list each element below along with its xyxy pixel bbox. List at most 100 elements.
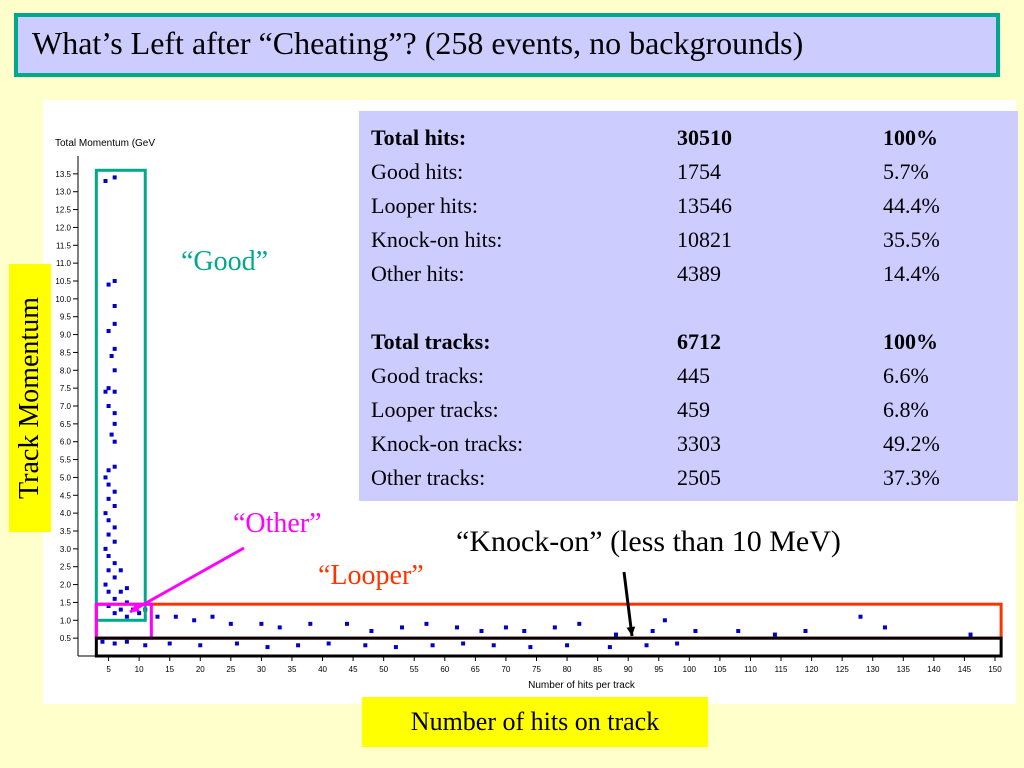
data-point — [103, 389, 108, 394]
stats-percent: 6.6% — [883, 363, 929, 388]
data-point — [112, 464, 117, 469]
data-point — [103, 475, 108, 480]
x-tick-label: 75 — [532, 665, 541, 674]
stats-row: Looper hits: 13546 44.4% — [371, 189, 940, 223]
stats-spacer — [371, 291, 940, 325]
stats-label: Other tracks: — [371, 465, 486, 490]
data-point — [613, 632, 618, 637]
stats-row: Other tracks: 2505 37.3% — [371, 461, 940, 495]
data-point — [112, 561, 117, 566]
y-axis-caption-text: Track Momentum — [14, 297, 45, 499]
x-tick-label: 70 — [501, 665, 510, 674]
data-point — [173, 614, 178, 619]
y-tick-label: 5.0 — [60, 473, 72, 482]
data-point — [143, 643, 148, 648]
stats-count: 1754 — [677, 159, 721, 184]
data-point — [124, 586, 129, 591]
stats-label: Other hits: — [371, 261, 465, 286]
data-point — [296, 643, 301, 648]
stats-percent: 6.8% — [883, 397, 929, 422]
data-point — [228, 621, 233, 626]
x-tick-label: 130 — [866, 665, 880, 674]
data-point — [577, 621, 582, 626]
data-point — [400, 625, 405, 630]
data-point — [882, 625, 887, 630]
stats-count: 459 — [677, 397, 710, 422]
annotation-good: “Good” — [181, 246, 269, 277]
data-point — [858, 614, 863, 619]
x-tick-label: 140 — [927, 665, 941, 674]
y-tick-label: 2.5 — [60, 563, 72, 572]
data-point — [112, 346, 117, 351]
x-tick-label: 15 — [165, 665, 174, 674]
stats-row: Knock-on tracks: 3303 49.2% — [371, 427, 940, 461]
data-point — [103, 179, 108, 183]
y-tick-label: 9.0 — [60, 331, 72, 340]
x-tick-label: 100 — [683, 665, 697, 674]
data-point — [106, 329, 111, 333]
data-point — [112, 489, 117, 494]
data-point — [198, 643, 203, 648]
x-tick-label: 65 — [471, 665, 480, 674]
stats-count: 3303 — [677, 431, 721, 456]
data-point — [522, 629, 527, 633]
x-tick-label: 30 — [257, 665, 266, 674]
y-tick-label: 7.5 — [60, 384, 72, 393]
stats-percent: 100% — [883, 329, 938, 354]
data-point — [167, 641, 172, 646]
x-tick-label: 10 — [135, 665, 144, 674]
y-tick-label: 3.0 — [60, 545, 72, 554]
data-point — [112, 504, 117, 508]
stats-table: Total hits: 30510 100% Good hits: 1754 5.7% Lo… — [371, 121, 940, 495]
data-point — [650, 629, 655, 633]
x-axis-caption: Number of hits on track — [362, 697, 708, 747]
y-tick-label: 0.5 — [60, 634, 72, 643]
y-tick-label: 1.5 — [60, 598, 72, 607]
y-tick-label: 2.0 — [60, 581, 72, 590]
y-axis-label: Total Momentum (GeV — [55, 138, 155, 149]
data-point — [103, 546, 108, 551]
data-point — [112, 596, 117, 601]
stats-percent: 5.7% — [883, 159, 929, 184]
data-point — [106, 568, 111, 573]
stats-percent: 14.4% — [883, 261, 940, 286]
y-tick-label: 12.0 — [55, 223, 71, 232]
data-point — [106, 386, 111, 391]
x-tick-label: 95 — [654, 665, 663, 674]
stats-row: Total hits: 30510 100% — [371, 121, 940, 155]
data-point — [103, 511, 108, 516]
y-tick-label: 7.0 — [60, 402, 72, 411]
x-tick-label: 35 — [288, 665, 297, 674]
data-point — [131, 607, 136, 612]
y-tick-label: 5.5 — [60, 456, 72, 465]
data-point — [112, 421, 117, 426]
y-tick-label: 8.0 — [60, 366, 72, 375]
data-point — [461, 641, 466, 646]
stats-label: Looper tracks: — [371, 397, 499, 422]
data-point — [772, 632, 777, 637]
slide-title: What’s Left after “Cheating”? (258 event… — [32, 25, 804, 61]
data-point — [234, 641, 239, 646]
data-point — [106, 589, 111, 594]
data-point — [112, 279, 117, 283]
data-point — [112, 321, 117, 326]
data-point — [479, 629, 484, 633]
x-tick-label: 40 — [318, 665, 327, 674]
data-point — [112, 304, 117, 308]
x-tick-label: 135 — [897, 665, 911, 674]
data-point — [265, 645, 270, 650]
annotation-looper: “Looper” — [318, 560, 424, 591]
y-tick-label: 8.5 — [60, 348, 72, 357]
y-tick-label: 6.0 — [60, 438, 72, 447]
data-point — [552, 625, 557, 630]
data-point — [112, 389, 117, 394]
data-point — [455, 625, 460, 630]
stats-percent: 37.3% — [883, 465, 940, 490]
data-point — [100, 639, 105, 644]
stats-row: Good tracks: 445 6.6% — [371, 359, 940, 393]
data-point — [112, 368, 117, 373]
data-point — [106, 468, 111, 473]
stats-count: 4389 — [677, 261, 721, 286]
data-point — [112, 411, 117, 416]
x-tick-label: 5 — [106, 665, 111, 674]
